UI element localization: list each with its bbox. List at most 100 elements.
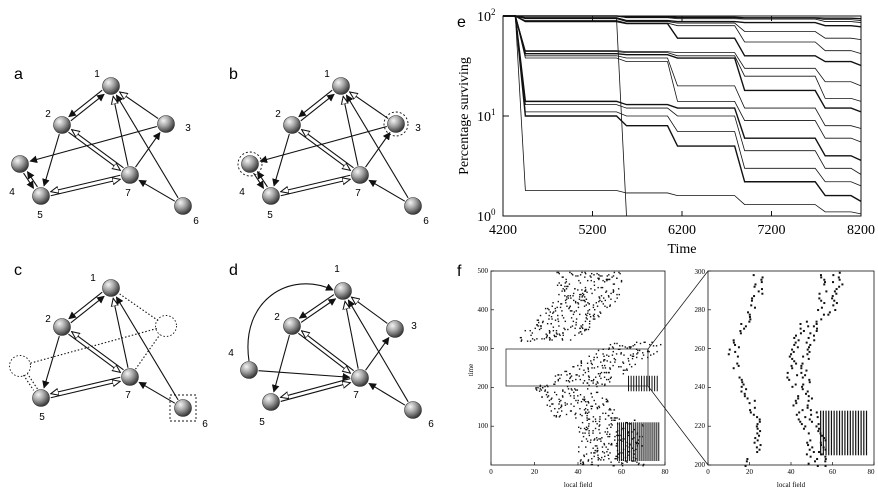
chart-f-left-point-204	[588, 418, 591, 420]
chart-f-right-ytick-5: 300	[695, 268, 706, 276]
chart-f-left-point-257	[596, 406, 598, 409]
net-d-edge-11	[365, 336, 390, 371]
chart-f-right-point-86	[806, 390, 809, 393]
chart-e-series-11	[503, 15, 862, 143]
chart-f-right-point-118	[791, 357, 794, 360]
chart-f-left-point-431	[609, 367, 611, 369]
chart-f-right-bar-3	[828, 410, 830, 456]
net-d-node-7	[351, 369, 369, 387]
chart-f-right-point-113	[800, 364, 803, 367]
chart-f-left-point-193	[581, 421, 584, 424]
chart-f-left-point-590	[534, 327, 536, 330]
chart-f-left-point-16	[626, 461, 628, 463]
chart-f-right-point-203	[760, 281, 763, 284]
chart-f-left-point-233	[575, 412, 577, 415]
chart-f-left-point-402	[557, 374, 559, 376]
chart-f-left-point-328	[538, 390, 541, 392]
chart-f-left-point-15	[638, 462, 640, 465]
chart-f-left-point-209	[575, 417, 577, 419]
chart-f-right-bar-15	[860, 410, 862, 456]
chart-f-left-point-87	[578, 446, 580, 448]
chart-f-right-point-100	[738, 376, 741, 379]
chart-f-left-point-89	[585, 446, 587, 448]
net-d-edge-0	[300, 298, 337, 323]
chart-f-left-point-573	[578, 332, 580, 334]
chart-f-left-point-236	[584, 412, 587, 415]
net-d-edge-3	[345, 301, 359, 369]
chart-f-left: 0 20 40 60 80 100 200 300 400 500 local …	[467, 267, 669, 489]
chart-f-left-point-783	[612, 283, 615, 285]
chart-f-left-point-528	[609, 343, 612, 346]
chart-f-left-point-167	[585, 428, 587, 431]
chart-f-left-point-686	[551, 305, 553, 307]
chart-f-right-point-8	[816, 458, 819, 461]
net-a-node-2	[53, 116, 71, 134]
chart-f-left-point-519	[630, 346, 632, 348]
chart-f-left-point-728	[581, 296, 583, 298]
chart-f-left-point-90	[596, 445, 598, 447]
chart-f-left-point-531	[639, 342, 642, 345]
chart-f-left-bar-17	[650, 422, 652, 461]
chart-f-left-point-653	[585, 313, 587, 316]
chart-f-left-point-697	[587, 302, 589, 304]
chart-f-left-point-672	[568, 307, 570, 310]
chart-f-left-point-821	[598, 274, 600, 276]
chart-f-left-point-792	[606, 279, 608, 282]
net-a-node-label-3: 3	[185, 123, 191, 134]
chart-f-right-point-204	[823, 281, 826, 284]
chart-f-left-point-589	[538, 328, 541, 331]
chart-f-left-point-105	[616, 442, 618, 445]
chart-f-right-point-149	[799, 332, 802, 335]
chart-f-left-point-215	[610, 417, 612, 419]
chart-f-left-point-818	[577, 275, 579, 277]
chart-f-left-point-595	[574, 327, 576, 330]
chart-f-left-point-341	[574, 388, 576, 390]
chart-f-left-xtick-1: 20	[531, 468, 539, 476]
chart-f-left-point-368	[554, 381, 556, 383]
chart-f-left-point-221	[553, 414, 555, 417]
net-b-node-label-4: 4	[239, 187, 245, 198]
chart-f-right-point-213	[819, 274, 822, 277]
chart-f-left-point-767	[617, 288, 620, 290]
chart-f-right-point-121	[788, 355, 791, 358]
chart-f-left-point-645	[561, 314, 564, 317]
chart-f-left-point-539	[549, 339, 551, 341]
chart-f-right-point-190	[761, 292, 764, 295]
chart-f-left-point-217	[599, 416, 601, 418]
chart-f-left-point-396	[587, 375, 590, 377]
chart-f-left-point-779	[556, 284, 559, 286]
chart-f-right-point-191	[818, 292, 821, 295]
chart-f-left-point-572	[531, 332, 534, 334]
chart-f-left-point-834	[569, 271, 571, 274]
chart-f-left-point-388	[609, 377, 612, 380]
chart-f-left-point-67	[590, 452, 592, 454]
chart-f-left-point-414	[600, 371, 603, 374]
net-a-edge-8	[72, 130, 124, 169]
chart-f-left-point-103	[637, 442, 640, 445]
chart-f-left-point-828	[558, 272, 560, 275]
chart-f-left-point-712	[564, 299, 567, 302]
chart-f-left-point-159	[606, 431, 609, 433]
chart-f-left-point-277	[587, 402, 590, 404]
chart-f-left-point-32	[587, 459, 590, 461]
chart-f-left-point-629	[551, 318, 553, 320]
chart-f-left-point-457	[614, 361, 616, 363]
panel-label-b: b	[229, 66, 238, 83]
chart-f-left-point-188	[629, 423, 632, 425]
chart-f-left-point-471	[627, 357, 629, 360]
chart-f-left-xtick-2: 40	[575, 468, 583, 476]
chart-f-left-point-107	[608, 442, 610, 445]
chart-f-left-point-47	[604, 455, 606, 458]
chart-f-left-point-260	[573, 405, 575, 408]
chart-f-left-bar-8	[632, 422, 634, 461]
chart-f-right-point-151	[739, 329, 742, 332]
chart-f-right-point-178	[750, 304, 753, 307]
chart-f-right-point-172	[747, 311, 750, 314]
chart-f-left-point-186	[588, 423, 590, 425]
chart-f-left-point-41	[615, 458, 617, 460]
chart-f-left-point-495	[620, 352, 622, 354]
chart-f-left-point-172	[606, 427, 608, 430]
chart-f-left-point-308	[591, 396, 593, 398]
chart-f-left-point-83	[596, 447, 599, 449]
chart-f-right-point-92	[742, 383, 745, 386]
